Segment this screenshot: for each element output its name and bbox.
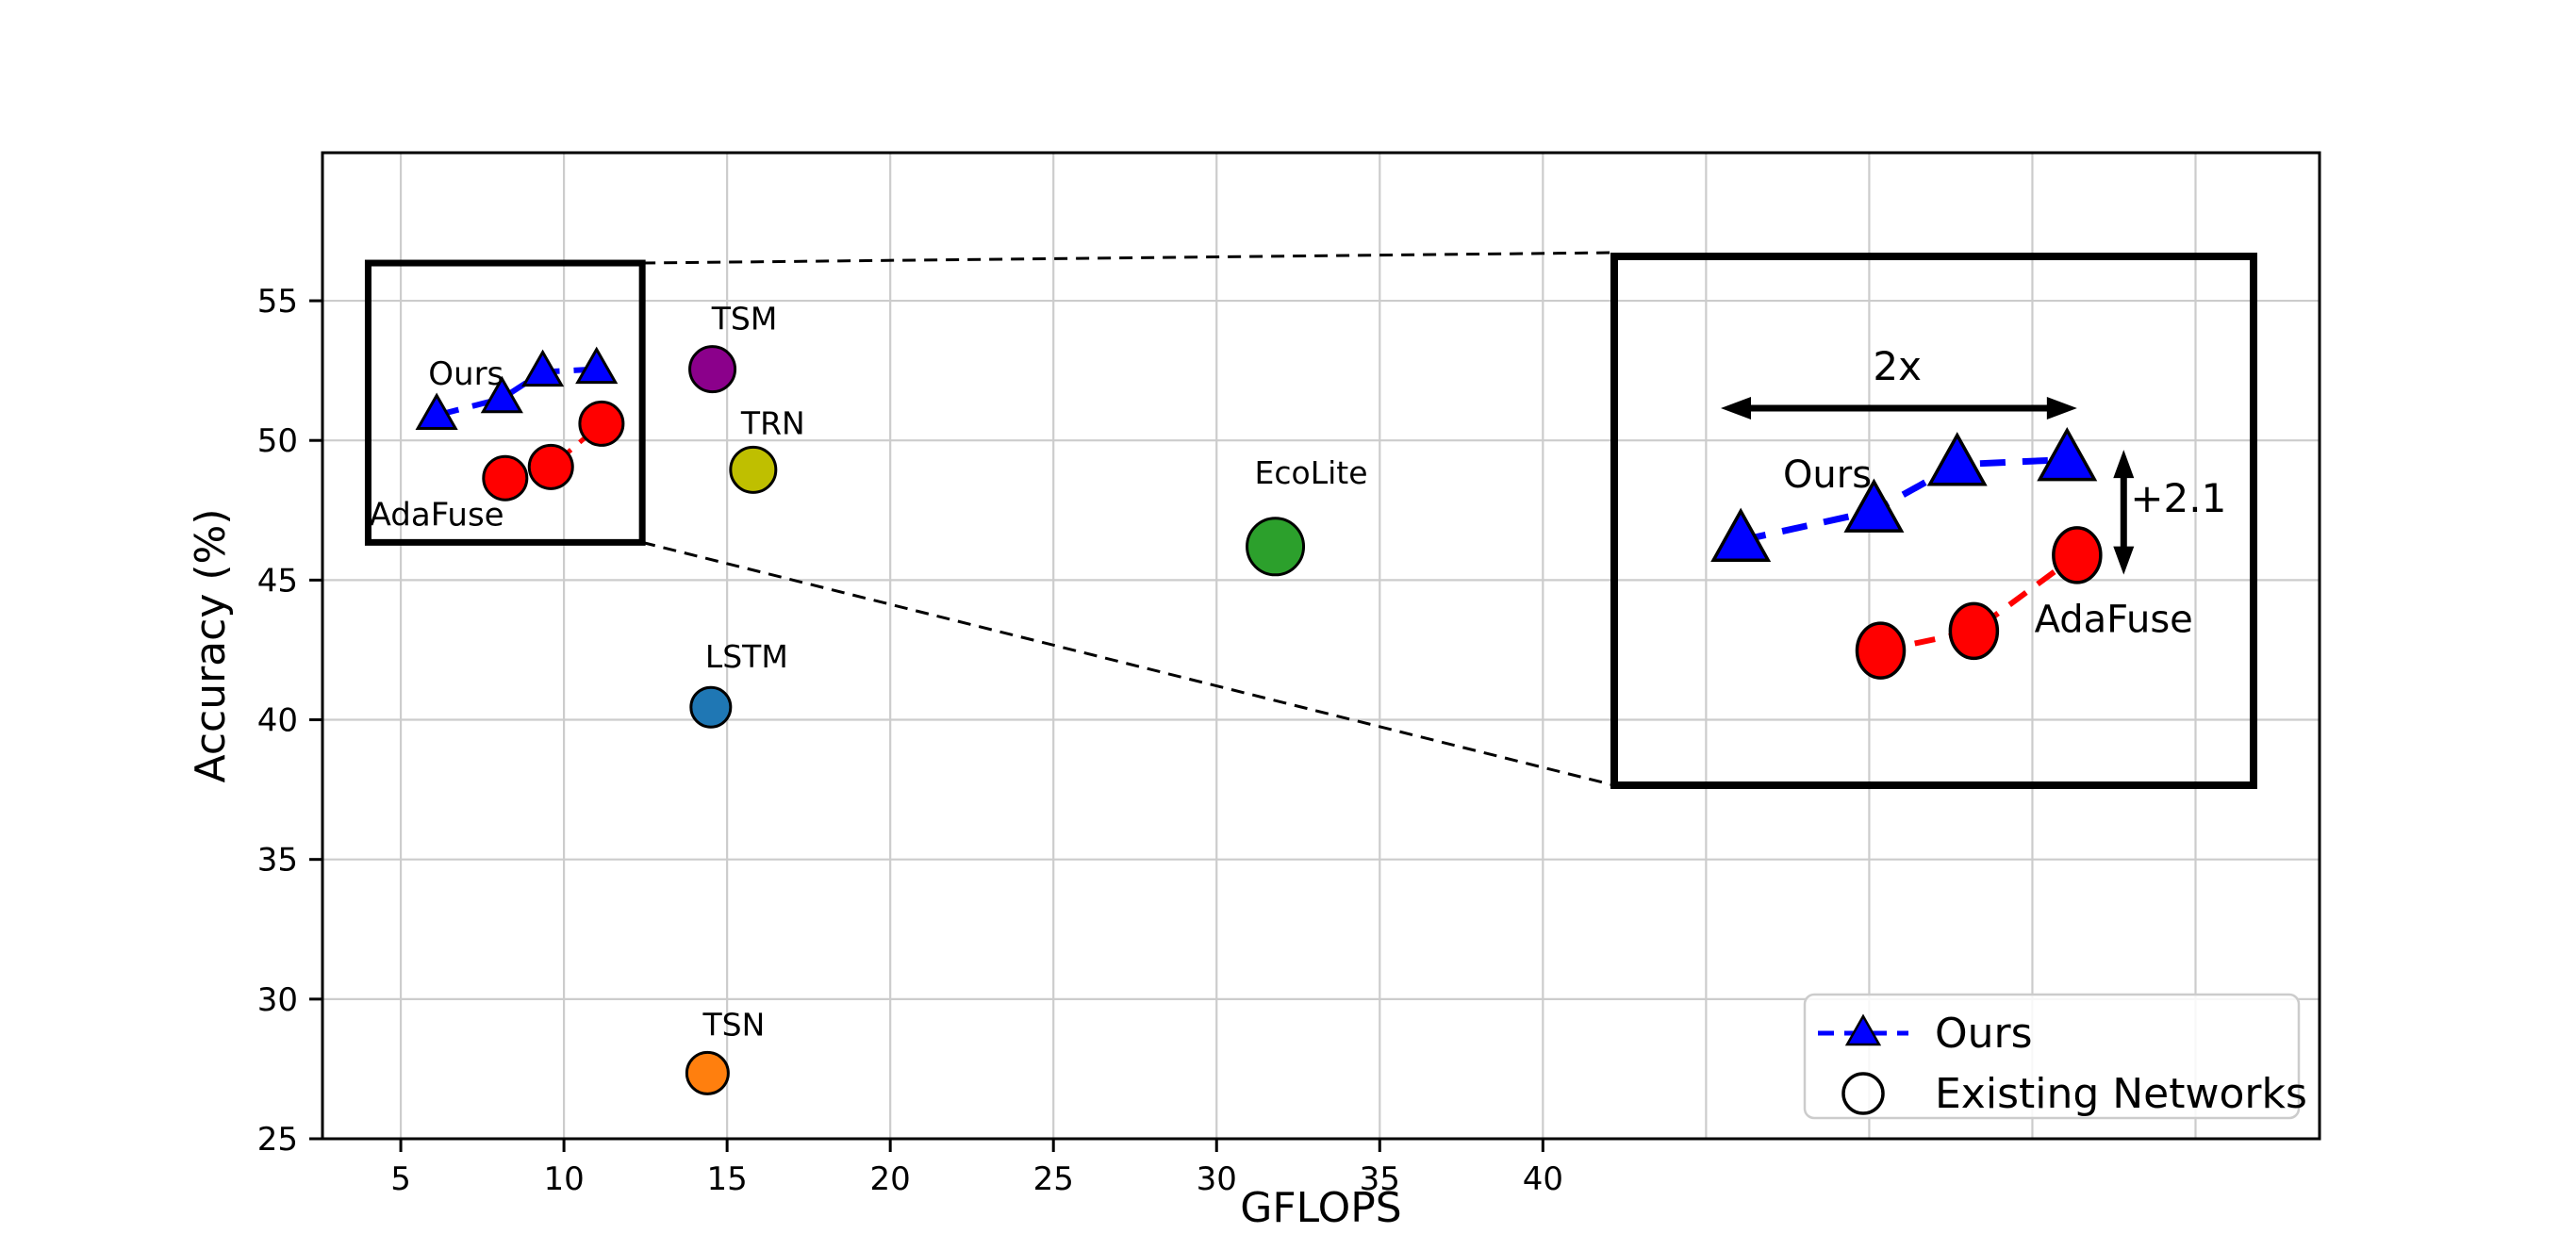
x-tick-label-40: 40 xyxy=(1523,1160,1563,1198)
annotation-adafuse: AdaFuse xyxy=(370,497,504,535)
inset-label-21: +2.1 xyxy=(2130,475,2226,521)
inset-ours-line xyxy=(1740,456,2068,544)
x-tick-label-35: 35 xyxy=(1360,1160,1400,1198)
x-tick-label-25: 25 xyxy=(1033,1160,1074,1198)
inset-label-2x: 2x xyxy=(1873,343,1922,389)
zoom-box xyxy=(364,259,646,546)
annotation-ours: Ours xyxy=(428,355,504,393)
inset-ours-marker-3 xyxy=(2037,426,2098,482)
adafuse-marker-0 xyxy=(482,454,529,502)
inset-box xyxy=(1610,253,2257,789)
x-axis-label: GFLOPS xyxy=(1240,1184,1401,1232)
network-label-TSN: TSN xyxy=(702,1006,765,1043)
ours-marker-3 xyxy=(575,346,619,385)
legend-ours-marker xyxy=(1844,1013,1882,1046)
inset-label-ours: Ours xyxy=(1783,453,1872,497)
network-label-TRN: TRN xyxy=(740,404,805,441)
network-label-EcoLite: EcoLite xyxy=(1255,454,1368,491)
legend-box xyxy=(1803,993,2301,1120)
inset-arrow-2x-head-right xyxy=(2046,397,2077,420)
y-tick-label-50: 50 xyxy=(257,422,298,460)
network-point-EcoLite xyxy=(1246,517,1306,577)
ours-marker-2 xyxy=(521,349,565,387)
legend-existing-label: Existing Networks xyxy=(1935,1070,2307,1118)
legend-ours-label: Ours xyxy=(1935,1010,2033,1058)
inset-adafuse-marker-1 xyxy=(1948,601,2000,661)
x-tick-label-20: 20 xyxy=(870,1160,911,1198)
y-tick-label-30: 30 xyxy=(257,981,298,1019)
inset-ours-marker-2 xyxy=(1926,432,1988,486)
inset-ours-marker-0 xyxy=(1710,507,1772,563)
x-tick-label-5: 5 xyxy=(390,1160,411,1198)
y-axis-label: Accuracy (%) xyxy=(187,508,235,782)
network-point-TSN xyxy=(685,1050,730,1095)
x-tick-label-10: 10 xyxy=(543,1160,584,1198)
network-label-LSTM: LSTM xyxy=(705,638,788,675)
legend-existing-marker xyxy=(1841,1072,1885,1115)
network-point-TSM xyxy=(688,345,737,394)
inset-label-adafuse: AdaFuse xyxy=(2035,598,2193,641)
y-tick-label-55: 55 xyxy=(257,283,298,321)
inset-adafuse-line xyxy=(1879,552,2079,654)
network-point-LSTM xyxy=(689,685,733,729)
x-tick-label-15: 15 xyxy=(707,1160,748,1198)
connector-top xyxy=(642,251,1615,265)
adafuse-marker-1 xyxy=(527,443,574,490)
inset-arrow-gain-head-bottom xyxy=(2113,546,2135,575)
connector-bottom xyxy=(641,540,1615,787)
adafuse-marker-2 xyxy=(578,400,625,447)
ours-marker-0 xyxy=(415,392,458,431)
network-label-TSM: TSM xyxy=(711,301,778,337)
x-tick-label-30: 30 xyxy=(1197,1160,1237,1198)
y-tick-label-25: 25 xyxy=(257,1121,298,1159)
y-tick-label-40: 40 xyxy=(257,702,298,740)
y-tick-label-45: 45 xyxy=(257,562,298,600)
y-tick-label-35: 35 xyxy=(257,842,298,880)
network-point-TRN xyxy=(729,445,778,494)
inset-adafuse-marker-0 xyxy=(1855,621,1907,680)
inset-arrow-2x-head-left xyxy=(1721,397,1751,420)
inset-adafuse-marker-2 xyxy=(2052,526,2103,584)
axes-spines xyxy=(321,151,2321,1141)
inset-ours-marker-1 xyxy=(1843,478,1905,533)
ours-marker-1 xyxy=(480,375,523,414)
inset-arrow-gain-head-top xyxy=(2113,450,2135,479)
